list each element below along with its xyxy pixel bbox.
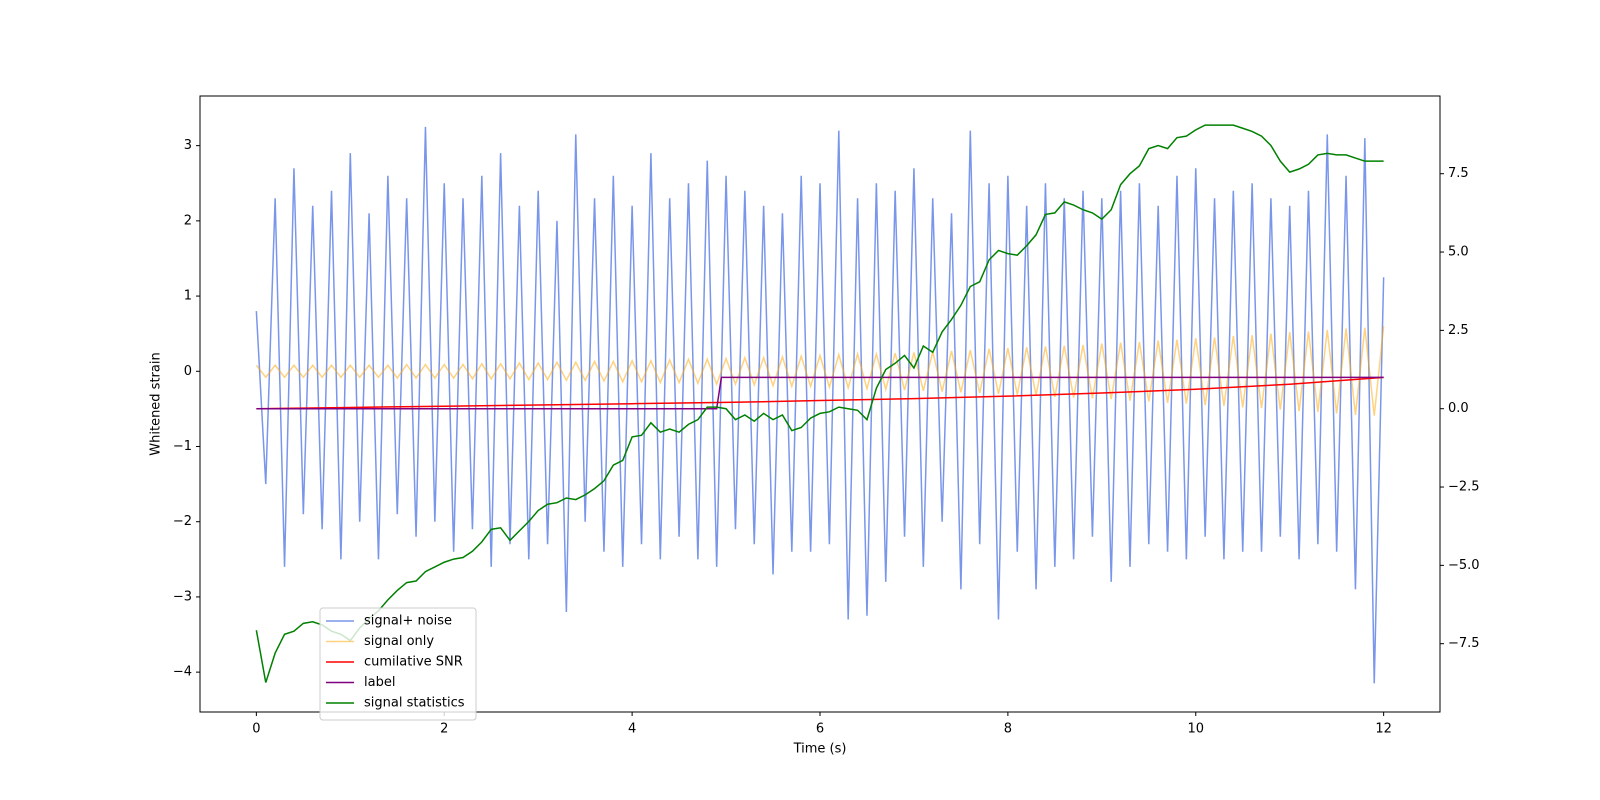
x-tick-label: 6 — [816, 722, 824, 737]
x-tick-label: 12 — [1375, 722, 1392, 737]
y-tick-label: −4 — [173, 665, 192, 680]
x-tick-label: 4 — [628, 722, 636, 737]
y-tick-label: 0 — [184, 364, 192, 379]
x-tick-label: 10 — [1187, 722, 1204, 737]
series-line — [255, 126, 1385, 684]
series-line — [256, 376, 1384, 410]
y-tick-label: 3 — [184, 138, 192, 153]
legend-label: signal statistics — [364, 696, 465, 711]
x-axis-label: Time (s) — [793, 742, 847, 757]
legend-label: label — [364, 675, 395, 690]
plot-frame — [199, 95, 1441, 713]
y-tick-label: 2 — [184, 213, 192, 228]
y2-tick-label: 5.0 — [1448, 245, 1469, 260]
y2-tick-label: −7.5 — [1448, 636, 1480, 651]
series-line — [255, 326, 1385, 416]
y2-tick-label: −5.0 — [1448, 558, 1480, 573]
y2-tick-label: 7.5 — [1448, 166, 1469, 181]
y-tick-label: −1 — [173, 439, 192, 454]
legend-label: cumilative SNR — [364, 655, 463, 670]
legend-label: signal+ noise — [364, 614, 452, 629]
series-line — [255, 124, 1384, 683]
y2-tick-label: 0.0 — [1448, 401, 1469, 416]
x-tick-label: 0 — [252, 722, 260, 737]
y-tick-label: −2 — [173, 514, 192, 529]
x-tick-label: 8 — [1004, 722, 1012, 737]
legend-box — [319, 607, 477, 721]
y-tick-label: −3 — [173, 589, 192, 604]
legend: signal+ noise signal only cumilative SNR la… — [319, 607, 477, 721]
y2-tick-label: 2.5 — [1448, 323, 1469, 338]
legend-label: signal only — [364, 634, 434, 649]
y-axis-label: Whitened strain — [149, 352, 164, 455]
y2-tick-label: −2.5 — [1448, 480, 1480, 495]
y-tick-label: 1 — [184, 289, 192, 304]
series-line — [256, 376, 1384, 410]
x-tick-label: 2 — [440, 722, 448, 737]
